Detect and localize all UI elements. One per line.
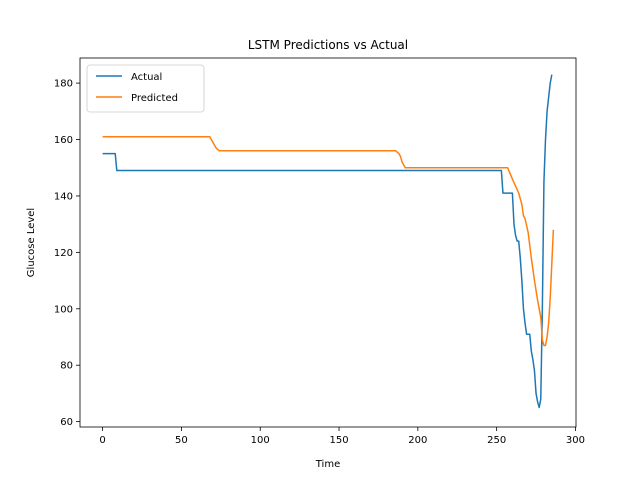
series-line-predicted (102, 135, 555, 347)
x-axis-ticks: 0 50 100 150 200 250 300 (99, 427, 585, 446)
y-tick-label: 120 (54, 248, 73, 259)
x-tick-label: 0 (99, 435, 105, 446)
x-tick-label: 50 (175, 435, 188, 446)
x-tick-label: 150 (329, 435, 348, 446)
y-axis-ticks: 60 80 100 120 140 160 180 (54, 79, 80, 428)
series-line-actual (102, 74, 553, 409)
y-tick-label: 100 (54, 304, 73, 315)
x-tick-label: 250 (487, 435, 506, 446)
y-tick-label: 160 (54, 135, 73, 146)
legend-label-predicted: Predicted (131, 93, 178, 104)
x-tick-label: 100 (251, 435, 270, 446)
chart-title: LSTM Predictions vs Actual (248, 38, 408, 52)
plot-frame (79, 57, 577, 428)
legend: Actual Predicted (86, 64, 205, 113)
y-tick-label: 140 (54, 191, 73, 202)
y-tick-label: 60 (60, 417, 73, 428)
plot-lines (102, 74, 555, 409)
x-tick-label: 300 (566, 435, 585, 446)
y-axis-label: Glucose Level (26, 208, 37, 277)
legend-label-actual: Actual (131, 72, 162, 83)
x-tick-label: 200 (408, 435, 427, 446)
y-tick-label: 180 (54, 79, 73, 90)
y-tick-label: 80 (60, 361, 73, 372)
x-axis-label: Time (315, 459, 340, 470)
